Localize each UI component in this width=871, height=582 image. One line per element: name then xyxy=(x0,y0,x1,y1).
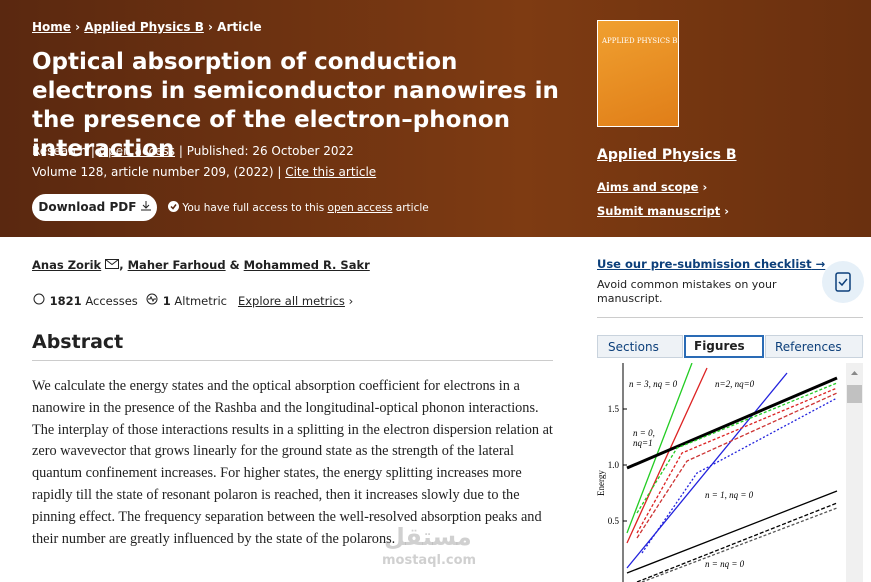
breadcrumb: Home › Applied Physics B › Article xyxy=(32,20,262,34)
access-note: You have full access to this open access… xyxy=(168,201,429,214)
abstract-heading: Abstract xyxy=(32,331,124,353)
checklist-text: Use our pre-submission checklist xyxy=(597,257,812,271)
author[interactable]: Maher Farhoud xyxy=(127,258,226,272)
download-button[interactable]: Download PDF xyxy=(32,194,157,221)
accesses-icon xyxy=(33,293,45,305)
figure-annotation: n = 0, xyxy=(633,428,655,438)
check-icon xyxy=(168,201,179,212)
aims-text: Aims and scope xyxy=(597,180,699,194)
connector: & xyxy=(229,258,240,272)
figure-annotation: n = 3, nq = 0 xyxy=(629,379,678,389)
submit-text: Submit manuscript xyxy=(597,204,721,218)
article-meta: Research | Open access | Published: 26 O… xyxy=(32,144,354,158)
published: Published: 26 October 2022 xyxy=(186,144,354,158)
checklist-note: Avoid common mistakes on your manuscript… xyxy=(597,278,777,305)
watermark: mostaql.com xyxy=(382,553,477,568)
watermark: مستقل xyxy=(384,523,472,551)
authors: Anas Zorik , Maher Farhoud & Mohammed R.… xyxy=(32,258,370,272)
tab-active[interactable]: Figures xyxy=(684,335,764,358)
divider xyxy=(597,317,863,318)
journal-cover[interactable]: APPLIED PHYSICS B xyxy=(597,20,679,127)
figure-tick-label: 1.0 xyxy=(608,460,620,470)
figure-annotation: n = 1, nq = 0 xyxy=(705,490,754,500)
figure-y-label: Energy xyxy=(597,470,606,496)
author[interactable]: Anas Zorik xyxy=(32,258,102,272)
figure-annotation: n=2, nq=0 xyxy=(715,379,755,389)
volume: Volume 128, article number 209, (2022) xyxy=(32,165,274,179)
accesses-count: 1821 xyxy=(49,294,82,308)
crumb[interactable]: Home xyxy=(32,20,71,34)
volume-line: Volume 128, article number 209, (2022) |… xyxy=(32,165,377,179)
crumb: Article xyxy=(217,20,262,34)
journal-name[interactable]: Applied Physics B xyxy=(597,147,737,163)
scrollbar[interactable] xyxy=(846,363,863,582)
access-link[interactable]: open access xyxy=(327,202,393,214)
download-icon xyxy=(140,201,151,211)
cover-title: APPLIED PHYSICS B xyxy=(602,37,678,45)
figure-annotation: n = nq = 0 xyxy=(705,559,745,569)
submit-link[interactable]: Submit manuscript › xyxy=(597,204,729,218)
article-title: Optical absorption of conduction electro… xyxy=(32,49,559,162)
metrics: 1821 Accesses 1 Altmetric Explore all me… xyxy=(32,293,353,308)
download-label: Download PDF xyxy=(38,200,137,214)
figure-tick-label: 1.5 xyxy=(608,404,620,414)
checklist-icon xyxy=(822,261,864,303)
author[interactable]: Mohammed R. Sakr xyxy=(243,258,370,272)
altmetric-icon xyxy=(146,293,158,305)
accesses-label: Accesses xyxy=(85,294,138,308)
chevron: › xyxy=(70,20,85,34)
altmetric-count: 1 xyxy=(162,294,171,308)
open-access[interactable]: Open access xyxy=(98,144,176,158)
connector: , xyxy=(119,258,124,272)
cite-link[interactable]: Cite this article xyxy=(285,165,377,179)
figure-curves xyxy=(626,363,838,582)
divider xyxy=(32,360,553,361)
checklist-link[interactable]: Use our pre-submission checklist → xyxy=(597,257,826,271)
figure-annotation: nq=1 xyxy=(633,438,653,448)
aims-link[interactable]: Aims and scope › xyxy=(597,180,708,194)
access-text: article xyxy=(395,202,429,214)
crumb[interactable]: Applied Physics B xyxy=(84,20,204,34)
access-text: You have full access to this xyxy=(182,202,325,214)
figure-tick-label: 0.5 xyxy=(608,516,620,526)
tab[interactable]: References xyxy=(765,335,863,358)
explore-metrics[interactable]: Explore all metrics xyxy=(237,294,345,308)
scroll-thumb[interactable] xyxy=(847,385,862,403)
figure-image[interactable]: 1.5 1.0 0.5 Energy n = 3, nq = 0 n=2, nq… xyxy=(597,363,863,582)
article-type: Research xyxy=(32,144,88,158)
tab[interactable]: Sections xyxy=(597,335,683,358)
chevron: › xyxy=(203,20,218,34)
abstract-text: We calculate the energy states and the o… xyxy=(32,378,553,547)
altmetric-label: Altmetric xyxy=(174,294,228,308)
scroll-arrow[interactable] xyxy=(851,371,858,375)
mail-icon[interactable] xyxy=(105,259,120,269)
